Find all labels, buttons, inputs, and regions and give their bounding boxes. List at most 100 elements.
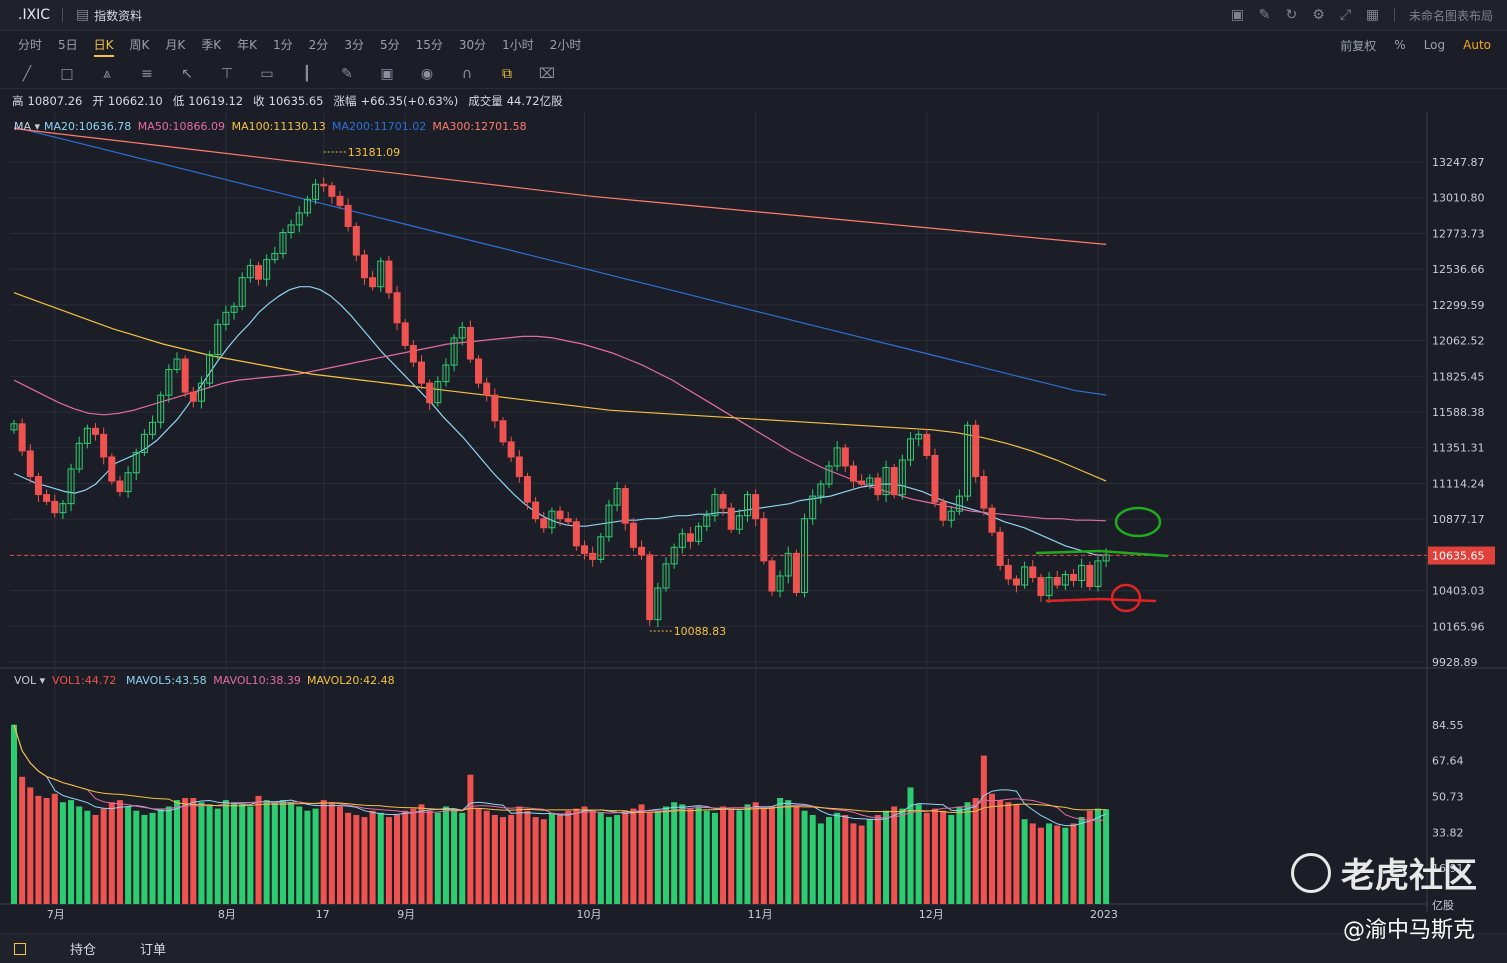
period-tab-6[interactable]: 年K	[237, 38, 258, 52]
volume-bar	[638, 804, 645, 904]
panel-toggle-icon[interactable]	[14, 942, 26, 955]
candle-body	[483, 382, 491, 396]
period-tab-2[interactable]: 日K	[86, 31, 122, 59]
fullscreen-icon[interactable]: ⤢	[1339, 6, 1352, 23]
percent-toggle[interactable]: %	[1394, 38, 1406, 52]
fib-icon[interactable]: ≡	[141, 66, 153, 82]
volume-bar	[239, 804, 246, 904]
bars-icon[interactable]: ┃	[302, 66, 312, 82]
adjust-dropdown[interactable]: 前复权	[1340, 38, 1377, 53]
divider	[62, 8, 64, 22]
pattern-icon[interactable]: ⩓	[103, 66, 111, 82]
candle-body	[515, 456, 523, 478]
volume-bar	[500, 817, 506, 904]
volume-bar	[573, 808, 580, 904]
volume-bar	[1062, 827, 1069, 904]
period-tab-9[interactable]: 3分	[344, 38, 364, 52]
candle-body	[1078, 564, 1086, 581]
auto-toggle[interactable]: Auto	[1463, 38, 1491, 52]
volume-bar	[320, 800, 327, 904]
period-tab-10[interactable]: 5分	[379, 38, 400, 52]
lock-icon[interactable]: ▣	[380, 66, 394, 82]
candle-body	[792, 552, 800, 594]
period-tab-3[interactable]: 周K	[129, 38, 150, 52]
period-tab-11[interactable]: 15分	[415, 38, 443, 52]
volume-bar	[394, 814, 401, 904]
volume-bar	[361, 817, 368, 904]
volume-bar	[451, 808, 458, 904]
last-price-tag	[1428, 546, 1495, 565]
trend-line-icon[interactable]: ╱	[22, 66, 32, 82]
period-tab-13[interactable]: 1小时	[502, 38, 534, 52]
volume-bar	[744, 804, 751, 904]
period-tab-1[interactable]: 5日	[58, 38, 78, 52]
symbol-label[interactable]: .IXIC	[18, 7, 51, 23]
text-icon[interactable]: ⊤	[220, 66, 234, 82]
gear-icon[interactable]: ⚙	[1312, 6, 1325, 23]
candle-body	[263, 259, 271, 280]
candle-body	[548, 510, 556, 529]
volume-bar	[581, 806, 588, 904]
edit-icon[interactable]: ✎	[1258, 6, 1271, 23]
trash-icon[interactable]: ⌧	[538, 66, 556, 82]
ma-legend-label: MA ▾	[14, 120, 41, 133]
volume-bar	[222, 800, 229, 904]
vol-legend-item: MAVOL5:43.58	[126, 674, 207, 687]
rectangle-icon[interactable]: □	[60, 66, 74, 82]
candle-body	[34, 476, 42, 496]
volume-bar	[434, 812, 441, 904]
candle-body	[173, 358, 181, 371]
volume-bar	[548, 812, 555, 904]
candle-body	[1053, 576, 1061, 586]
log-toggle[interactable]: Log	[1423, 38, 1446, 52]
link-icon[interactable]: ⧉	[502, 66, 512, 82]
author-tag: @渝中马斯克	[1342, 918, 1475, 943]
open-value: 10662.10	[107, 94, 163, 108]
candle-body	[336, 195, 344, 206]
volume-bar	[312, 808, 319, 904]
ma100-line	[13, 292, 1107, 482]
period-tab-5[interactable]: 季K	[201, 38, 222, 52]
candle-body	[589, 552, 597, 560]
chart-icon[interactable]: ▣	[1230, 6, 1245, 23]
volume-tick-label: 16.91	[1432, 862, 1464, 875]
tab-orders[interactable]: 订单	[140, 943, 167, 958]
ma-legend-item: MA20:10636.78	[44, 120, 131, 133]
period-tab-4[interactable]: 月K	[165, 38, 186, 52]
volume-bar	[108, 802, 115, 904]
volume-bar	[125, 806, 132, 904]
candle-body	[83, 427, 91, 444]
label-icon[interactable]: ▭	[260, 66, 274, 82]
volume-bar	[980, 755, 987, 904]
index-info-link[interactable]: 指数资料	[94, 8, 143, 23]
volume-bar	[1070, 823, 1077, 904]
candle-body	[923, 433, 931, 456]
magnet-icon[interactable]: ∩	[461, 66, 473, 82]
refresh-icon[interactable]: ↻	[1285, 6, 1298, 23]
tab-positions[interactable]: 持仓	[70, 943, 97, 958]
period-tab-8[interactable]: 2分	[308, 38, 329, 52]
time-tick-label: 7月	[47, 908, 65, 921]
change-label: 涨幅	[333, 94, 357, 108]
volume-bar	[532, 817, 539, 904]
volume-bar	[956, 806, 963, 904]
layout-name[interactable]: 未命名图表布局	[1408, 8, 1493, 23]
period-tab-12[interactable]: 30分	[458, 38, 487, 52]
volume-bar	[540, 819, 547, 904]
price-chart[interactable]: 13247.87 13010.80 12773.73 12536.66 12299.59…	[0, 112, 1507, 932]
volume-bar	[19, 776, 26, 904]
arrow-icon[interactable]: ↖	[181, 66, 193, 82]
pencil-icon[interactable]: ✎	[341, 66, 353, 82]
time-tick-label: 12月	[919, 908, 944, 921]
eye-icon[interactable]: ◉	[420, 66, 434, 82]
period-tab-14[interactable]: 2小时	[549, 38, 582, 52]
candle-body	[450, 337, 458, 366]
vol-legend-item: MAVOL10:38.39	[213, 674, 301, 687]
candle-body	[1070, 573, 1077, 581]
volume-bar	[206, 804, 213, 904]
period-tab-0[interactable]: 分时	[18, 38, 43, 52]
period-tab-7[interactable]: 1分	[273, 38, 293, 52]
grid-layout-icon[interactable]: ▦	[1365, 6, 1380, 23]
volume-bar	[524, 810, 531, 904]
volume-bar	[1021, 819, 1028, 904]
